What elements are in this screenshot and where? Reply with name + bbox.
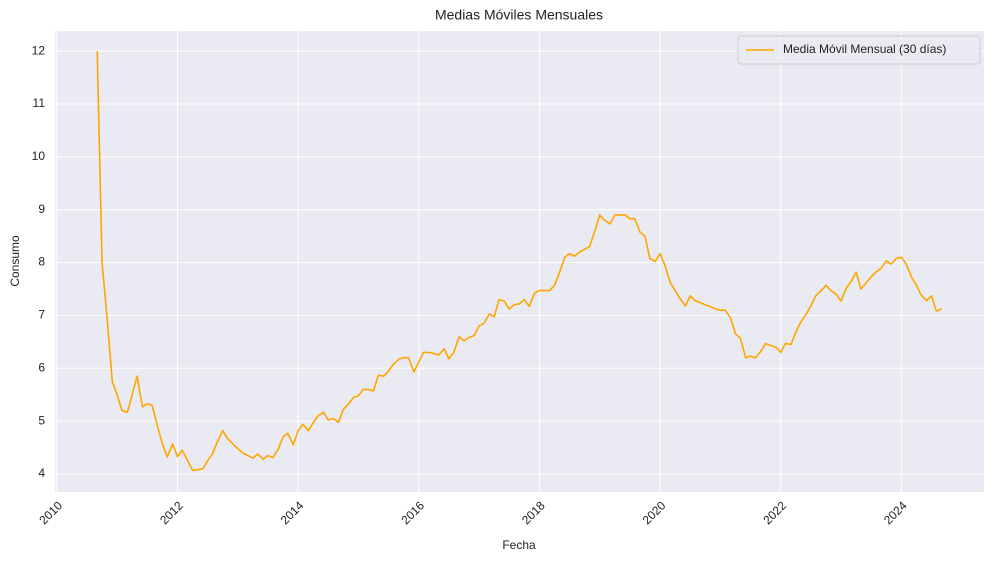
- y-tick-label: 7: [38, 308, 45, 322]
- plot-area: [55, 31, 984, 492]
- x-tick-label: 2020: [640, 498, 669, 527]
- chart-title: Medias Móviles Mensuales: [435, 7, 603, 23]
- x-tick-label: 2024: [881, 498, 910, 527]
- y-tick-label: 10: [32, 149, 46, 163]
- y-axis-label: Consumo: [8, 235, 22, 287]
- y-tick-label: 8: [38, 255, 45, 269]
- x-tick-label: 2022: [760, 498, 789, 527]
- marks: [96, 51, 943, 472]
- grid: [55, 31, 984, 492]
- data-line: [96, 51, 943, 472]
- legend-box: [737, 35, 981, 65]
- y-tick-label: 11: [33, 96, 46, 110]
- y-tick-label: 12: [32, 43, 46, 57]
- legend: Media Móvil Mensual (30 días): [737, 35, 981, 65]
- x-tick-label: 2012: [157, 498, 186, 527]
- y-tick-label: 4: [38, 466, 45, 480]
- x-tick-label: 2016: [398, 498, 427, 527]
- y-tick-label: 5: [38, 413, 45, 427]
- x-tick-label: 2014: [278, 498, 307, 527]
- y-tick-label: 6: [38, 360, 45, 374]
- x-tick-label: 2018: [519, 498, 548, 527]
- x-tick-label: 2010: [36, 498, 65, 527]
- y-tick-label: 9: [38, 202, 45, 216]
- x-axis-label: Fecha: [502, 538, 536, 552]
- legend-label: Media Móvil Mensual (30 días): [783, 42, 946, 56]
